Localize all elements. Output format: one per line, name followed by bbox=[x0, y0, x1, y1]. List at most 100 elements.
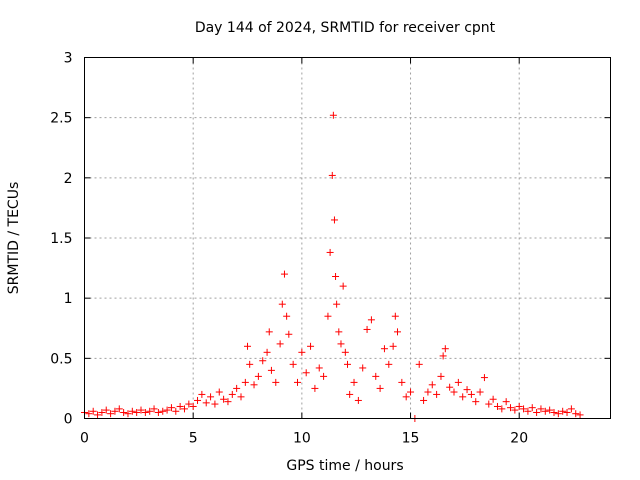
y-tick-label: 0.5 bbox=[50, 351, 72, 367]
x-tick-label: 10 bbox=[293, 431, 311, 447]
data-point bbox=[454, 378, 462, 386]
data-point bbox=[441, 345, 449, 353]
data-point bbox=[380, 345, 388, 353]
data-point bbox=[272, 378, 280, 386]
data-point bbox=[498, 405, 506, 413]
data-point bbox=[120, 408, 128, 416]
data-point bbox=[511, 406, 519, 414]
data-point bbox=[567, 405, 575, 413]
data-point bbox=[228, 390, 236, 398]
data-point bbox=[350, 378, 358, 386]
data-point bbox=[294, 378, 302, 386]
tick-labels: 0 5 10 15 20 0 0.5 1 1.5 2 2.5 3 bbox=[50, 51, 528, 447]
data-point bbox=[133, 408, 141, 416]
data-point bbox=[324, 312, 332, 320]
data-point bbox=[94, 411, 102, 419]
data-point bbox=[546, 406, 554, 414]
data-point bbox=[489, 395, 497, 403]
data-point bbox=[533, 408, 541, 416]
data-point bbox=[485, 400, 493, 408]
data-points bbox=[81, 111, 584, 422]
data-point bbox=[250, 381, 258, 389]
data-point bbox=[502, 398, 510, 406]
data-point bbox=[198, 390, 206, 398]
data-point bbox=[398, 378, 406, 386]
chart-title: Day 144 of 2024, SRMTID for receiver cpn… bbox=[195, 20, 496, 36]
data-point bbox=[98, 408, 106, 416]
x-tick-label: 20 bbox=[510, 431, 528, 447]
data-point bbox=[172, 407, 180, 415]
data-point bbox=[298, 348, 306, 356]
data-point bbox=[320, 372, 328, 380]
data-point bbox=[439, 352, 447, 360]
data-point bbox=[280, 270, 288, 278]
data-point bbox=[391, 312, 399, 320]
data-point bbox=[276, 340, 284, 348]
data-point bbox=[537, 405, 545, 413]
data-point bbox=[194, 396, 202, 404]
data-point bbox=[372, 372, 380, 380]
data-point bbox=[215, 388, 223, 396]
data-point bbox=[311, 384, 319, 392]
data-point bbox=[376, 384, 384, 392]
data-point bbox=[507, 404, 515, 412]
data-point bbox=[344, 360, 351, 368]
data-point bbox=[211, 400, 219, 408]
data-point bbox=[237, 393, 245, 401]
data-point bbox=[339, 282, 347, 290]
axis-ticks bbox=[84, 57, 611, 419]
data-point bbox=[493, 402, 501, 410]
data-point bbox=[233, 384, 241, 392]
data-point bbox=[254, 372, 262, 380]
data-point bbox=[424, 388, 432, 396]
data-point bbox=[246, 360, 254, 368]
y-tick-label: 2.5 bbox=[50, 111, 72, 127]
data-point bbox=[244, 342, 252, 350]
data-point bbox=[265, 328, 273, 336]
x-axis-label: GPS time / hours bbox=[286, 458, 403, 474]
data-point bbox=[128, 407, 136, 415]
data-point bbox=[283, 312, 291, 320]
x-tick-label: 5 bbox=[189, 431, 198, 447]
data-point bbox=[437, 372, 445, 380]
data-point bbox=[302, 369, 310, 377]
data-point bbox=[520, 405, 528, 413]
data-point bbox=[315, 364, 323, 372]
data-point bbox=[341, 348, 349, 356]
data-point bbox=[289, 360, 297, 368]
data-point bbox=[433, 390, 441, 398]
data-point bbox=[102, 406, 110, 414]
data-point bbox=[463, 386, 471, 394]
data-point bbox=[389, 342, 397, 350]
data-point bbox=[329, 111, 337, 119]
data-point bbox=[476, 388, 484, 396]
y-tick-label: 2 bbox=[64, 171, 73, 187]
data-point bbox=[241, 378, 249, 386]
data-point bbox=[141, 408, 149, 416]
data-point bbox=[337, 340, 345, 348]
data-point bbox=[207, 393, 215, 401]
data-point bbox=[450, 388, 458, 396]
data-point bbox=[167, 404, 175, 412]
data-point bbox=[335, 328, 343, 336]
data-point bbox=[263, 348, 271, 356]
y-tick-label: 1.5 bbox=[50, 231, 72, 247]
data-point bbox=[550, 408, 558, 416]
data-point bbox=[363, 325, 371, 333]
data-point bbox=[220, 395, 228, 403]
data-point bbox=[137, 406, 145, 414]
data-point bbox=[354, 396, 362, 404]
data-point bbox=[420, 396, 428, 404]
data-point bbox=[285, 330, 293, 338]
data-point bbox=[467, 390, 475, 398]
data-point bbox=[163, 406, 171, 414]
data-point bbox=[185, 400, 193, 408]
y-axis-label: SRMTID / TECUs bbox=[6, 182, 22, 295]
data-point bbox=[333, 300, 341, 308]
data-point bbox=[85, 410, 93, 418]
data-point bbox=[559, 407, 567, 415]
data-point bbox=[328, 171, 336, 179]
data-point bbox=[259, 357, 267, 365]
